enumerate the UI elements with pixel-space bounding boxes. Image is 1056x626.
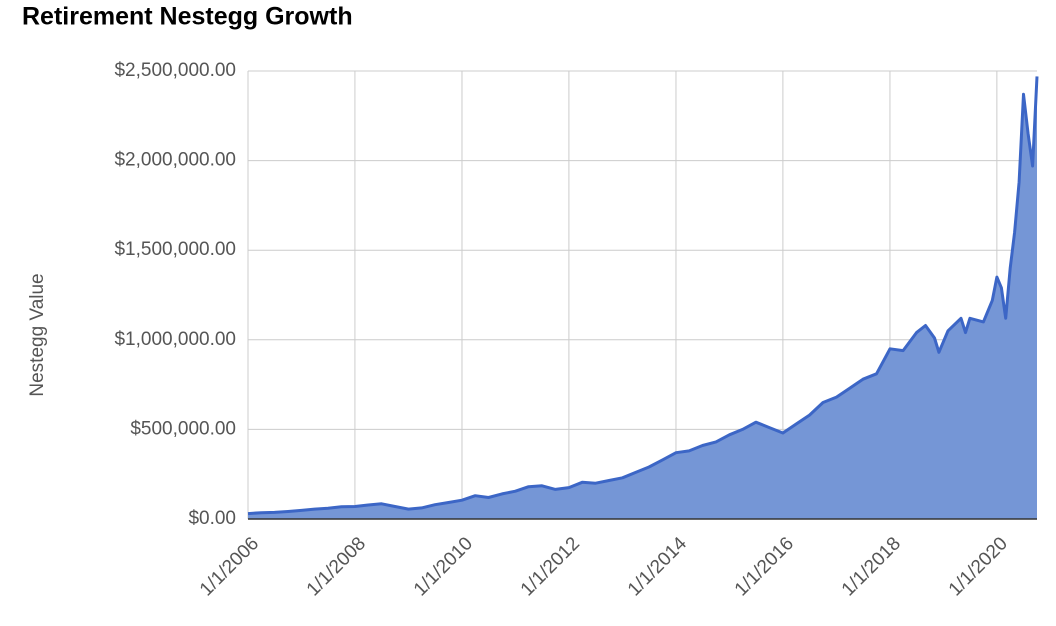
x-tick-label: 1/1/2012 (517, 533, 584, 600)
x-tick-label: 1/1/2018 (838, 533, 905, 600)
area-line (247, 76, 1039, 516)
x-tick-label: 1/1/2008 (303, 533, 370, 600)
x-tick-label: 1/1/2016 (731, 533, 798, 600)
chart-title: Retirement Nestegg Growth (22, 3, 353, 31)
y-tick-label: $500,000.00 (130, 418, 236, 439)
x-tick-label: 1/1/2006 (196, 533, 263, 600)
area-fill (248, 76, 1037, 520)
y-tick-label: $2,000,000.00 (114, 150, 236, 171)
x-tick-label: 1/1/2014 (624, 533, 691, 600)
y-tick-label: $2,500,000.00 (114, 60, 236, 81)
y-tick-label: $0.00 (188, 508, 236, 529)
x-tick-label: 1/1/2010 (410, 533, 477, 600)
y-tick-label: $1,500,000.00 (114, 239, 236, 260)
y-axis-title: Nestegg Value (27, 273, 48, 396)
y-tick-label: $1,000,000.00 (114, 329, 236, 350)
x-tick-label: 1/1/2020 (945, 533, 1012, 600)
